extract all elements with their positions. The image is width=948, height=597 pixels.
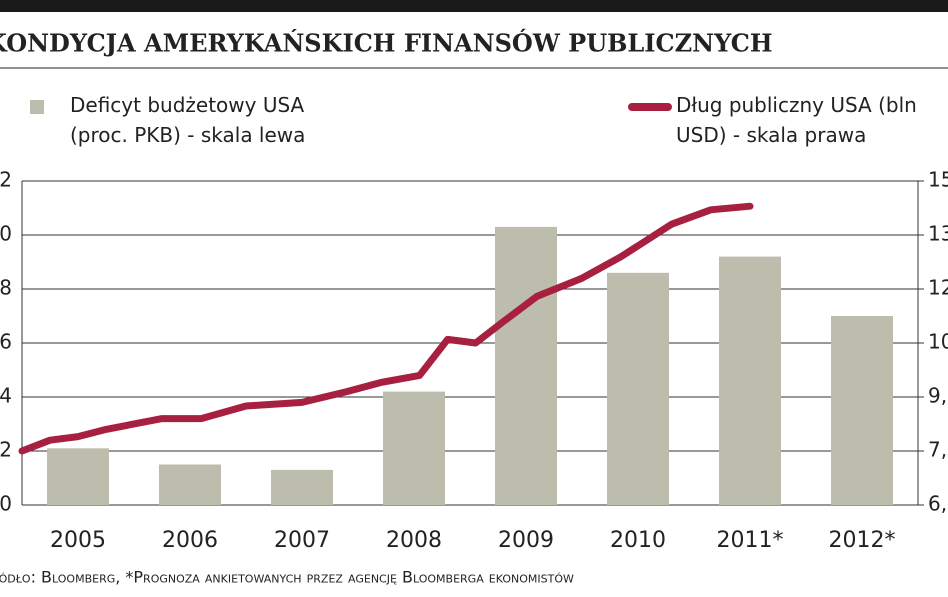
- legend-label: Deficyt budżetowy USA (proc. PKB) - skal…: [70, 93, 306, 147]
- x-tick-label: 2009: [498, 528, 554, 553]
- chart-title: KONDYCJA AMERYKAŃSKICH FINANSÓW PUBLICZN…: [0, 29, 773, 58]
- bar: [607, 272, 669, 505]
- x-tick-label: 2011*: [717, 528, 784, 553]
- top-bar: [0, 0, 948, 12]
- legend-label: Dług publiczny USA (bln USD) - skala pra…: [676, 93, 917, 147]
- x-tick-label: 2005: [50, 528, 106, 553]
- y2-tick-label: 13,5: [928, 222, 948, 246]
- y2-tick-label: 12,0: [928, 276, 948, 300]
- x-tick-label: 2008: [386, 528, 442, 553]
- bar: [495, 226, 557, 505]
- bar: [159, 464, 221, 505]
- y-tick-label: 10: [0, 222, 12, 246]
- x-tick-label: 2010: [610, 528, 666, 553]
- bar: [47, 448, 109, 505]
- legend-swatch: [30, 100, 44, 114]
- x-tick-label: 2007: [274, 528, 330, 553]
- legend-item: Dług publiczny USA (bln USD) - skala pra…: [676, 93, 917, 147]
- y-tick-label: 2: [0, 438, 12, 462]
- x-tick-label: 2006: [162, 528, 218, 553]
- y2-tick-label: 9,0: [928, 384, 948, 408]
- y-tick-label: 8: [0, 276, 12, 300]
- bar: [271, 469, 333, 505]
- bar: [719, 256, 781, 505]
- y-tick-label: 0: [0, 492, 12, 516]
- y2-tick-label: 15,0: [928, 168, 948, 192]
- y2-tick-label: 7,5: [928, 438, 948, 462]
- debt-line: [18, 202, 754, 455]
- source-note: Źródło: Bloomberg, *Prognoza ankietowany…: [0, 568, 574, 587]
- x-tick-label: 2012*: [829, 528, 896, 553]
- y-tick-label: 12: [0, 168, 12, 192]
- bar: [831, 316, 893, 505]
- y2-tick-label: 6,0: [928, 492, 948, 516]
- legend-item: Deficyt budżetowy USA (proc. PKB) - skal…: [70, 93, 306, 147]
- bar: [383, 391, 445, 505]
- y-tick-label: 4: [0, 384, 12, 408]
- y-tick-label: 6: [0, 330, 12, 354]
- y2-tick-label: 10,5: [928, 330, 948, 354]
